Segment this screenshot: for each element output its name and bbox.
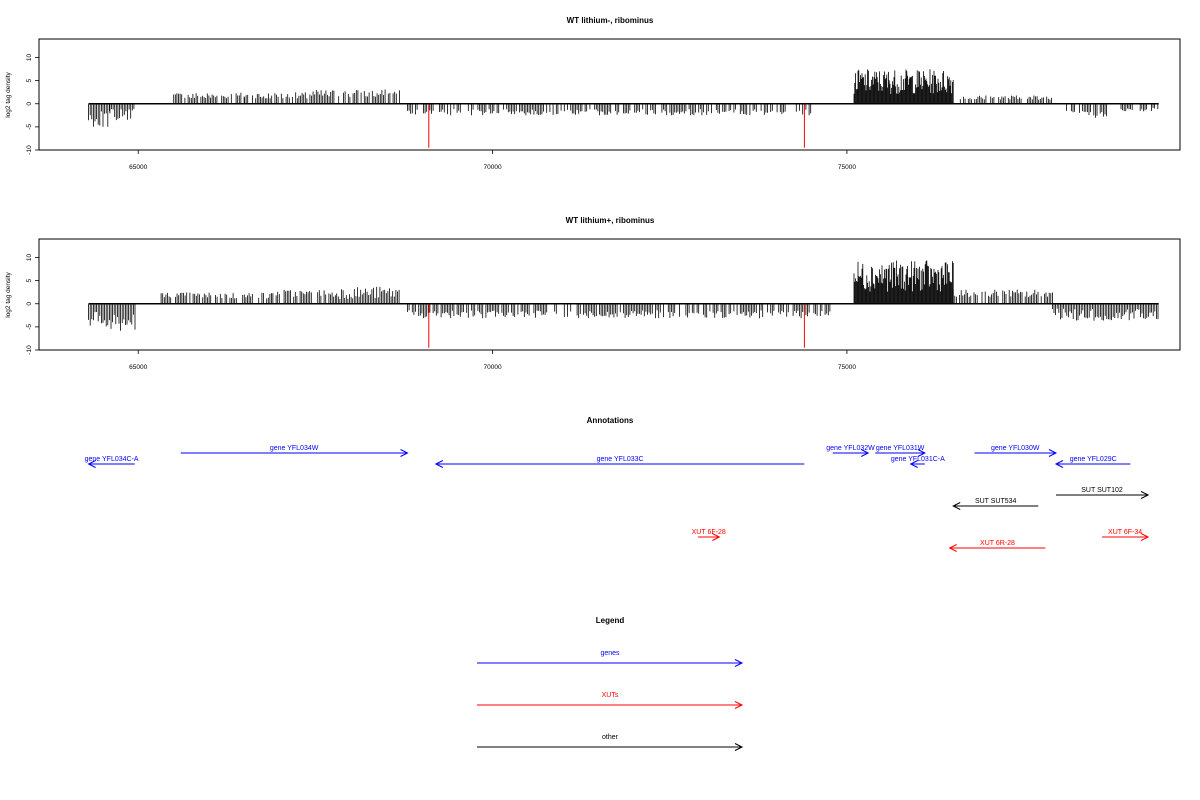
feature-label: SUT SUT534 xyxy=(975,498,1017,505)
density-bars xyxy=(88,69,1159,148)
feature-arrow-head xyxy=(87,460,96,468)
x-tick-label: 70000 xyxy=(484,164,502,171)
y-tick-label: -5 xyxy=(26,124,33,130)
panel-title: WT lithium+, ribominus xyxy=(566,216,655,225)
feature-arrow-head xyxy=(1140,533,1150,541)
x-tick-label: 65000 xyxy=(129,364,147,371)
feature-arrow-head xyxy=(948,544,957,552)
feature-arrow-head xyxy=(860,449,870,457)
density-bars xyxy=(88,260,1159,348)
y-axis: -10 -5 0 5 10 xyxy=(26,54,39,155)
x-axis: 65000 70000 75000 xyxy=(129,150,856,171)
y-tick-label: -10 xyxy=(26,145,33,155)
x-tick-label: 65000 xyxy=(129,164,147,171)
feature-label: gene YFL033C xyxy=(597,456,644,463)
x-tick-label: 75000 xyxy=(838,164,856,171)
y-tick-label: 10 xyxy=(26,254,33,262)
legend-label: other xyxy=(602,734,619,741)
feature-arrow-head xyxy=(952,502,961,510)
plot-frame xyxy=(38,38,1181,151)
feature-arrow-head xyxy=(712,533,721,541)
feature-label: gene YFL034W xyxy=(270,445,319,452)
feature-label: gene YFL029C xyxy=(1070,456,1117,463)
plot-frame xyxy=(38,238,1181,351)
feature-arrow-head xyxy=(917,449,926,457)
legend-arrow-head xyxy=(734,743,744,751)
x-tick-label: 70000 xyxy=(484,364,502,371)
feature-arrow-head xyxy=(434,460,444,468)
feature-label: SUT SUT102 xyxy=(1081,487,1123,494)
y-tick-label: 0 xyxy=(26,102,33,106)
feature-label: gene YFL034C-A xyxy=(85,456,139,463)
legend-arrow-head xyxy=(734,701,744,709)
feature-label: XUT 6R-28 xyxy=(980,540,1015,547)
panel-lithium-minus: WT lithium-, ribominus log2 tag density … xyxy=(5,16,1181,171)
feature-label: XUT 6F-34 xyxy=(1108,529,1142,536)
feature-arrow-head xyxy=(1048,449,1058,457)
annotations-title: Annotations xyxy=(587,416,634,425)
feature-label: XUT 6F-28 xyxy=(692,529,726,536)
feature-arrow-head xyxy=(909,460,918,468)
feature-label: gene YFL030W xyxy=(991,445,1040,452)
y-tick-label: -5 xyxy=(26,324,33,330)
y-tick-label: 5 xyxy=(26,278,33,282)
feature-label: gene YFL031C-A xyxy=(891,456,945,463)
feature-arrow-head xyxy=(400,449,409,457)
legend-entries: genes XUTs other xyxy=(477,650,744,751)
y-axis: -10 -5 0 5 10 xyxy=(26,254,39,355)
legend-label: XUTs xyxy=(602,692,619,699)
y-axis-label: log2 tag density xyxy=(5,71,12,117)
legend-title: Legend xyxy=(596,616,625,625)
feature-arrow-head xyxy=(1140,491,1150,499)
x-axis: 65000 70000 75000 xyxy=(129,350,856,371)
y-axis-label: log2 tag density xyxy=(5,271,12,317)
feature-arrows: gene YFL034C-A gene YFL034W gene YFL033C ge… xyxy=(85,445,1150,552)
y-tick-label: -10 xyxy=(26,345,33,355)
y-tick-label: 10 xyxy=(26,54,33,62)
feature-arrow-head xyxy=(1054,460,1064,468)
panel-lithium-plus: WT lithium+, ribominus log2 tag density … xyxy=(5,216,1181,371)
y-tick-label: 0 xyxy=(26,302,33,306)
legend: Legend genes XUTs other xyxy=(477,616,744,751)
panel-title: WT lithium-, ribominus xyxy=(567,16,654,25)
feature-label: gene YFL031W xyxy=(876,445,925,452)
legend-label: genes xyxy=(600,650,620,657)
y-tick-label: 5 xyxy=(26,78,33,82)
legend-arrow-head xyxy=(734,659,744,667)
x-tick-label: 75000 xyxy=(838,364,856,371)
feature-label: gene YFL032W xyxy=(826,445,875,452)
